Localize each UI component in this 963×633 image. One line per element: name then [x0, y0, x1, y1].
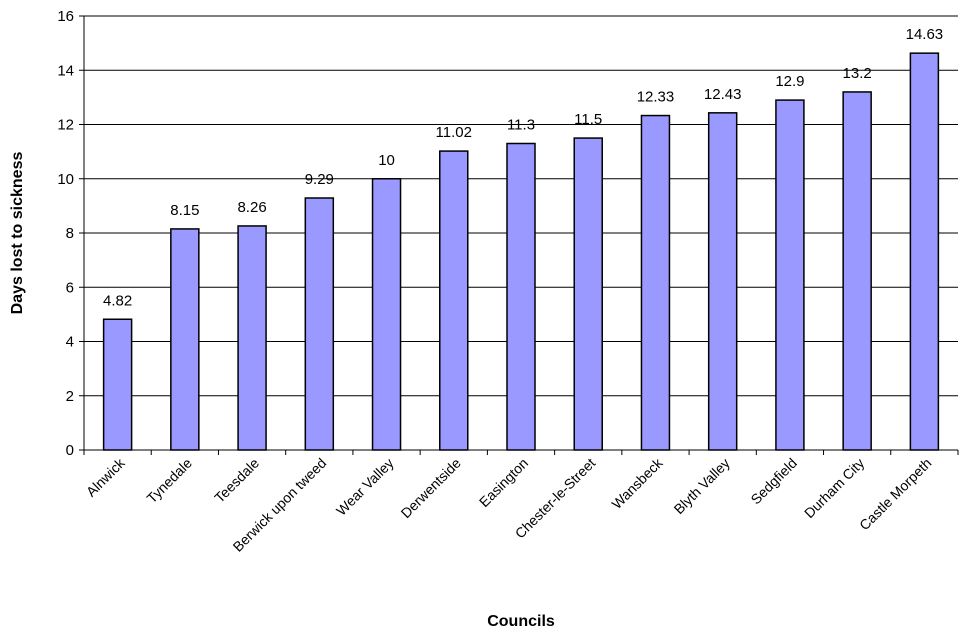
data-label: 12.33 [637, 89, 675, 106]
data-label: 9.29 [305, 171, 334, 188]
category-label: Wansbeck [608, 454, 666, 512]
y-tick-label: 12 [57, 117, 74, 134]
category-label: Teesdale [211, 455, 262, 506]
y-tick-label: 10 [57, 171, 74, 188]
y-tick-label: 14 [57, 62, 74, 79]
category-label: Derwentside [398, 455, 464, 521]
bar [439, 150, 469, 451]
y-tick-label: 16 [57, 8, 74, 25]
data-label: 8.15 [170, 202, 199, 219]
category-label: Blyth Valley [671, 455, 733, 517]
data-label: 12.43 [704, 86, 742, 103]
data-label: 10 [378, 152, 395, 169]
category-label: Durham City [801, 455, 867, 521]
bar [842, 91, 872, 451]
bar [170, 228, 200, 451]
bar [304, 197, 335, 451]
axes [83, 16, 958, 451]
data-label: 14.63 [906, 26, 944, 43]
y-tick-label: 4 [66, 334, 74, 351]
y-tick-label: 0 [66, 442, 74, 459]
bar [909, 52, 940, 451]
bar [371, 178, 402, 451]
category-label: Tynedale [143, 455, 195, 507]
category-label: Sedgfield [747, 455, 800, 508]
data-label: 11.5 [574, 111, 602, 128]
bar [640, 114, 671, 451]
bars [102, 52, 940, 451]
y-tick-labels: 0 2 4 6 8 10 12 14 16 [57, 8, 74, 459]
category-label: Alnwick [83, 454, 129, 500]
data-label: 13.2 [843, 65, 872, 82]
data-label: 11.02 [436, 124, 472, 141]
category-label: Easington [476, 455, 531, 510]
bar [707, 112, 738, 451]
bar [506, 142, 536, 451]
data-label: 12.9 [775, 73, 804, 90]
x-axis-title: Councils [487, 613, 555, 630]
y-tick-label: 2 [66, 388, 74, 405]
y-axis-title: Days lost to sickness [9, 152, 26, 315]
y-tick-label: 8 [66, 225, 74, 242]
data-label: 4.82 [103, 292, 132, 309]
bar [775, 99, 805, 451]
data-label: 8.26 [237, 199, 266, 216]
category-label: Wear Valley [333, 455, 397, 519]
data-labels: 4.82 8.15 8.26 9.29 10 11.02 11.3 11.5 12.33 12.4… [103, 26, 943, 309]
y-tick-label: 6 [66, 279, 74, 296]
category-label: Castle Morpeth [856, 455, 934, 533]
bar [237, 225, 267, 451]
bar [102, 318, 133, 451]
data-label: 11.3 [507, 116, 535, 133]
bar [573, 137, 603, 451]
